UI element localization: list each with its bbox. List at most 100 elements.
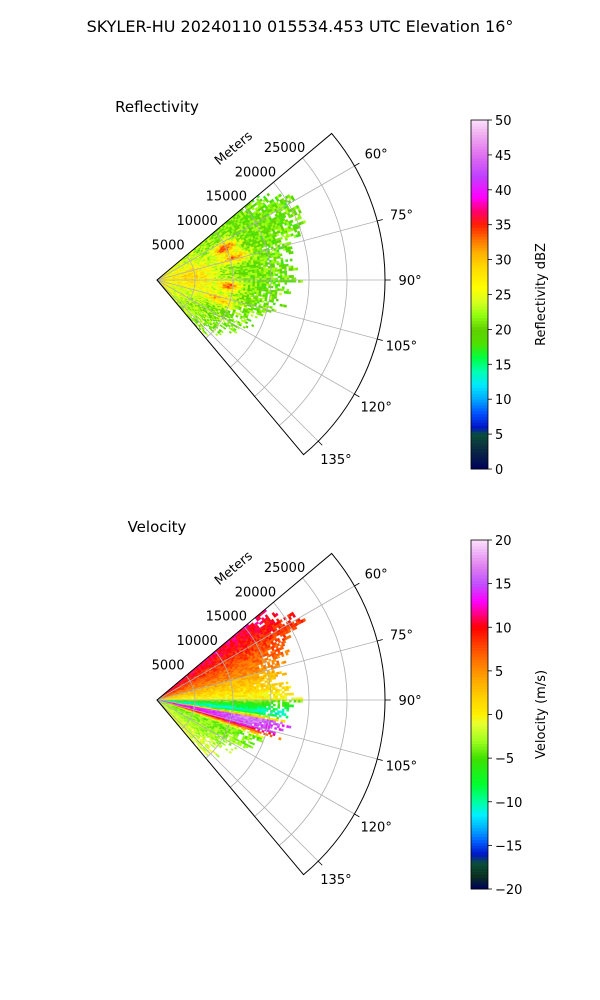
reflectivity-colorbar-swatch	[471, 422, 488, 426]
reflectivity-title: Reflectivity	[115, 98, 199, 116]
reflectivity-bin	[259, 276, 263, 279]
reflectivity-bin	[279, 253, 283, 257]
reflectivity-bin	[289, 246, 293, 250]
reflectivity-colorbar-swatch	[471, 189, 488, 194]
reflectivity-bin	[257, 276, 260, 279]
reflectivity-bin	[286, 291, 289, 294]
reflectivity-colorbar-swatch	[471, 361, 488, 365]
reflectivity-colorbar-swatch	[471, 384, 488, 388]
reflectivity-bin	[272, 283, 276, 287]
reflectivity-colorbar-swatch	[471, 218, 488, 223]
reflectivity-bin	[236, 272, 240, 275]
reflectivity-bin	[259, 274, 262, 277]
reflectivity-colorbar-swatch	[471, 396, 488, 400]
reflectivity-bin	[245, 282, 249, 285]
reflectivity-colorbar-swatch	[471, 140, 488, 144]
reflectivity-colorbar-swatch	[471, 230, 488, 234]
reflectivity-azimuth-tick	[354, 162, 360, 167]
figure-title: SKYLER-HU 20240110 015534.453 UTC Elevat…	[87, 17, 514, 36]
reflectivity-colorbar-swatch	[471, 448, 488, 452]
reflectivity-bin	[250, 283, 253, 286]
reflectivity-bin	[227, 276, 231, 278]
reflectivity-bin	[243, 270, 246, 273]
reflectivity-colorbar-swatch	[471, 151, 488, 156]
reflectivity-bin	[242, 325, 246, 329]
reflectivity-bin	[279, 275, 283, 279]
reflectivity-bin	[282, 214, 287, 219]
reflectivity-azimuth-label: 135°	[320, 453, 351, 468]
reflectivity-bin	[247, 276, 251, 279]
reflectivity-bin	[286, 288, 290, 292]
reflectivity-bin	[281, 286, 285, 290]
reflectivity-bin	[254, 281, 258, 284]
reflectivity-bin	[257, 281, 260, 284]
reflectivity-bin	[275, 298, 279, 302]
reflectivity-azimuth-tick	[377, 219, 383, 222]
reflectivity-bin	[229, 277, 233, 279]
reflectivity-colorbar-swatch	[471, 329, 488, 333]
reflectivity-bin	[270, 300, 274, 303]
reflectivity-bin	[248, 319, 252, 322]
reflectivity-colorbar-swatch	[471, 157, 488, 162]
reflectivity-bin	[205, 323, 209, 327]
reflectivity-bin	[245, 275, 249, 278]
reflectivity-bin	[298, 209, 302, 214]
reflectivity-colorbar-swatch	[471, 314, 488, 319]
reflectivity-bin	[277, 284, 281, 287]
reflectivity-bin	[225, 277, 228, 279]
reflectivity-bin	[241, 282, 244, 285]
reflectivity-bin	[266, 283, 269, 286]
reflectivity-bin	[263, 281, 267, 284]
reflectivity-colorbar-swatch	[471, 419, 488, 423]
reflectivity-bin	[263, 274, 267, 277]
reflectivity-colorbar-swatch	[471, 166, 488, 170]
reflectivity-bin	[263, 272, 267, 275]
reflectivity-azimuth-label: 75°	[390, 208, 413, 223]
reflectivity-bin	[285, 259, 289, 263]
reflectivity-colorbar-swatch	[471, 201, 488, 205]
reflectivity-bin	[284, 268, 287, 272]
reflectivity-bin	[251, 310, 255, 314]
reflectivity-bin	[241, 284, 244, 287]
reflectivity-colorbar-swatch	[471, 210, 488, 214]
reflectivity-colorbar-swatch	[471, 239, 488, 243]
reflectivity-bin	[241, 273, 244, 276]
reflectivity-bin	[247, 274, 251, 277]
reflectivity-colorbar-swatch	[471, 451, 488, 455]
reflectivity-colorbar-swatch	[471, 346, 488, 351]
reflectivity-azimuth-tick	[317, 440, 323, 446]
reflectivity-bin	[279, 268, 283, 272]
reflectivity-bin	[290, 233, 294, 237]
reflectivity-bin	[272, 267, 276, 271]
reflectivity-colorbar-swatch	[471, 460, 488, 464]
reflectivity-colorbar-tick-label: 30	[495, 254, 512, 269]
reflectivity-bin	[243, 285, 246, 288]
reflectivity-colorbar-swatch	[471, 352, 488, 356]
reflectivity-bin	[245, 276, 249, 279]
reflectivity-colorbar-swatch	[471, 428, 488, 432]
reflectivity-range-label: 25000	[264, 141, 305, 156]
reflectivity-bin	[245, 281, 249, 284]
reflectivity-bin	[277, 281, 281, 285]
reflectivity-bin	[238, 313, 242, 316]
reflectivity-bin	[245, 273, 249, 276]
reflectivity-colorbar-tick-label: 0	[495, 463, 503, 478]
reflectivity-colorbar-swatch	[471, 172, 488, 176]
reflectivity-bin	[259, 285, 262, 288]
reflectivity-bin	[254, 274, 258, 277]
reflectivity-colorbar-tick-label: 40	[495, 184, 512, 199]
reflectivity-bin	[266, 192, 271, 197]
reflectivity-bin	[259, 272, 262, 275]
reflectivity-bin	[222, 277, 226, 279]
reflectivity-colorbar-swatch	[471, 317, 488, 322]
reflectivity-colorbar-swatch	[471, 332, 488, 336]
reflectivity-bin	[215, 333, 219, 337]
reflectivity-colorbar-swatch	[471, 463, 488, 467]
reflectivity-colorbar-swatch	[471, 294, 488, 298]
reflectivity-colorbar-swatch	[471, 233, 488, 237]
reflectivity-colorbar-swatch	[471, 454, 488, 458]
reflectivity-bin	[257, 274, 260, 277]
reflectivity-colorbar-swatch	[471, 373, 488, 377]
reflectivity-bin	[266, 274, 269, 277]
reflectivity-bin	[254, 276, 258, 279]
